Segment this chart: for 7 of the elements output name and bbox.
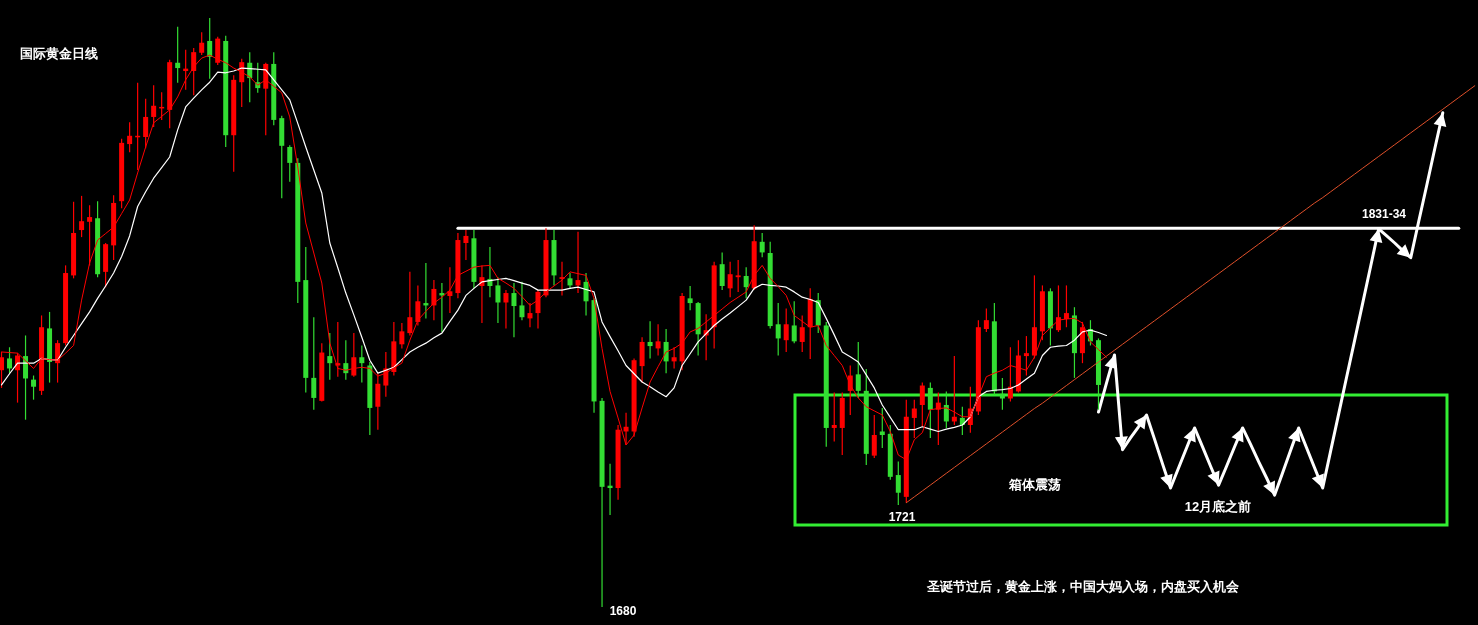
- annotation: 1721: [888, 510, 916, 524]
- annotation: 12月底之前: [1184, 499, 1252, 514]
- annotation: 圣诞节过后，黄金上涨，中国大妈入场，内盘买入机会: [927, 579, 1239, 594]
- annotation: 箱体震荡: [1009, 477, 1061, 492]
- title: 国际黄金日线: [20, 46, 98, 61]
- annotation: 1680: [609, 604, 637, 618]
- annotation: 1831-34: [1362, 207, 1406, 221]
